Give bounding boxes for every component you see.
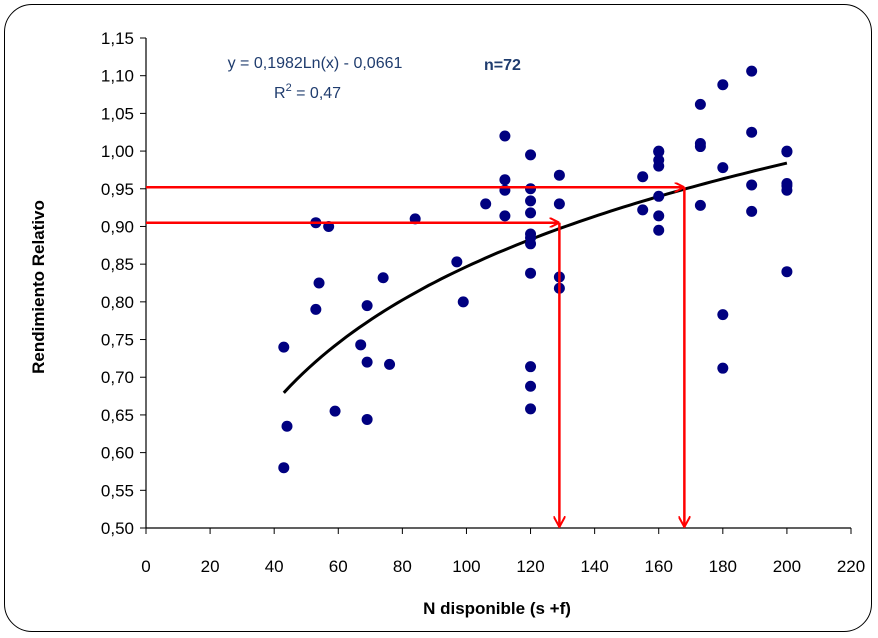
data-point [361, 413, 373, 425]
trendline-equation: y = 0,1982Ln(x) - 0,0661 [228, 55, 403, 72]
y-tick-label: 0,75 [101, 331, 134, 350]
data-point [637, 204, 649, 216]
data-point [694, 199, 706, 211]
data-point [525, 267, 537, 279]
data-point [553, 198, 565, 210]
y-tick-label: 0,65 [101, 406, 134, 425]
data-point [553, 169, 565, 181]
data-point [717, 79, 729, 91]
data-point [310, 303, 322, 315]
y-tick-label: 0,95 [101, 180, 134, 199]
data-point [694, 141, 706, 153]
y-tick-label: 0,55 [101, 481, 134, 500]
y-tick-label: 1,15 [101, 29, 134, 48]
data-point [384, 358, 396, 370]
x-tick-label: 140 [580, 557, 608, 576]
data-points [278, 65, 793, 474]
data-point [361, 356, 373, 368]
x-tick-label: 0 [141, 557, 150, 576]
x-tick-label: 60 [329, 557, 348, 576]
x-axis-title: N disponible (s +f) [423, 599, 571, 618]
y-tick-label: 0,90 [101, 217, 134, 236]
data-point [525, 195, 537, 207]
x-tick-label: 100 [452, 557, 480, 576]
data-point [694, 98, 706, 110]
data-point [313, 277, 325, 289]
x-tick-label: 160 [645, 557, 673, 576]
data-point [717, 309, 729, 321]
data-point [355, 339, 367, 351]
trendline [282, 161, 788, 394]
sample-size-label: n=72 [484, 57, 521, 74]
data-point [525, 238, 537, 250]
data-point [746, 65, 758, 77]
y-tick-label: 1,05 [101, 104, 134, 123]
data-point [637, 171, 649, 183]
data-point [746, 179, 758, 191]
data-point [746, 205, 758, 217]
tick-labels: 0,50 0,55 0,60 0,65 0,70 0,75 0,80 0,85 0,90 0,95… [101, 29, 865, 576]
x-tick-label: 180 [709, 557, 737, 576]
data-point [653, 224, 665, 236]
data-point [499, 210, 511, 222]
data-point [451, 256, 463, 268]
x-tick-label: 220 [837, 557, 865, 576]
trendline-group [282, 161, 788, 394]
data-point [457, 296, 469, 308]
data-point [525, 361, 537, 373]
data-point [499, 130, 511, 142]
data-point [717, 162, 729, 174]
r-squared-label: R2 = 0,47 [274, 82, 341, 102]
x-tick-label: 20 [201, 557, 220, 576]
y-tick-label: 0,85 [101, 255, 134, 274]
data-point [525, 403, 537, 415]
data-point [717, 362, 729, 374]
r-squared-r: R [274, 85, 286, 102]
y-tick-label: 1,10 [101, 67, 134, 86]
data-point [377, 272, 389, 284]
data-point [278, 341, 290, 353]
data-point [781, 146, 793, 158]
data-point [278, 462, 290, 474]
data-point [361, 300, 373, 312]
data-point [499, 174, 511, 186]
x-tick-label: 120 [516, 557, 544, 576]
data-point [653, 210, 665, 222]
data-point [525, 149, 537, 161]
data-point [480, 198, 492, 210]
data-point [653, 146, 665, 158]
data-point [329, 405, 341, 417]
data-point [653, 160, 665, 172]
x-tick-label: 200 [773, 557, 801, 576]
reference-lines [146, 187, 684, 527]
y-tick-label: 0,70 [101, 368, 134, 387]
y-tick-label: 1,00 [101, 142, 134, 161]
data-point [525, 183, 537, 195]
x-tick-label: 80 [393, 557, 412, 576]
y-tick-label: 0,80 [101, 293, 134, 312]
data-point [781, 266, 793, 278]
data-point [653, 190, 665, 202]
y-tick-label: 0,60 [101, 444, 134, 463]
data-point [781, 184, 793, 196]
chart-frame [4, 4, 872, 632]
data-point [281, 420, 293, 432]
y-tick-label: 0,50 [101, 519, 134, 538]
y-axis-title: Rendimiento Relativo [29, 200, 48, 374]
r-squared-sup: 2 [286, 82, 292, 94]
axes [140, 37, 852, 534]
data-point [746, 126, 758, 138]
data-point [525, 380, 537, 392]
r-squared-value: = 0,47 [292, 85, 341, 102]
x-tick-label: 40 [265, 557, 284, 576]
data-point [525, 207, 537, 219]
